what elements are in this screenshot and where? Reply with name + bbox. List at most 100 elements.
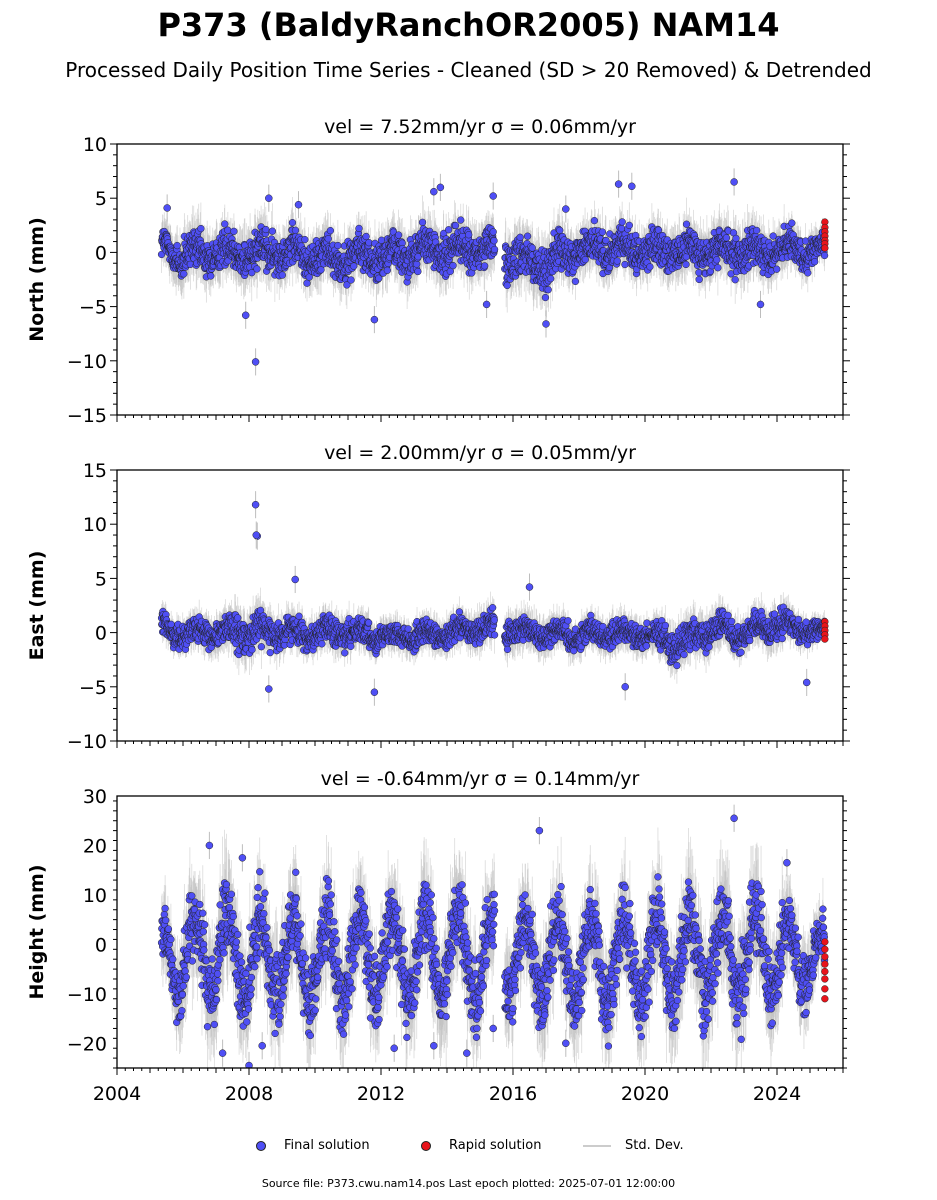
final-point (301, 235, 309, 244)
north-data (157, 168, 829, 376)
final-point (528, 244, 536, 252)
north-panel: −15 −10 −5 0 5 10 vel = 7.52mm/yr σ = 0.06mm/y… (26, 116, 850, 427)
final-point-outlier (265, 194, 273, 202)
final-point (248, 269, 256, 277)
final-point (347, 276, 355, 284)
final-point (556, 226, 564, 235)
final-point (303, 279, 311, 287)
figure-subtitle: Processed Daily Position Time Series - C… (65, 58, 872, 82)
final-point (598, 228, 607, 236)
final-point (481, 262, 489, 270)
final-point (288, 218, 297, 227)
final-point (180, 270, 188, 278)
final-point-outlier (294, 200, 303, 209)
final-point (753, 226, 761, 235)
final-point (230, 227, 238, 235)
final-point (773, 265, 781, 273)
final-point-outlier (370, 315, 379, 324)
final-point (355, 224, 363, 233)
final-point-outlier (562, 205, 570, 213)
final-point (646, 263, 654, 271)
final-point (262, 225, 270, 234)
final-point (544, 286, 552, 294)
final-point (571, 277, 580, 286)
y-tick-label: −5 (79, 297, 107, 319)
east-data (157, 491, 829, 706)
final-point-outlier (163, 204, 171, 212)
final-point-outlier (756, 300, 765, 309)
final-point-outlier (482, 300, 491, 309)
final-point (490, 237, 498, 245)
y-tick-label: −15 (67, 405, 107, 427)
final-point (820, 251, 829, 260)
final-point (682, 220, 691, 228)
final-point (547, 275, 555, 283)
north-panel-title: vel = 7.52mm/yr σ = 0.06mm/yr (324, 116, 636, 138)
final-point-outlier (542, 320, 550, 328)
final-point (365, 239, 373, 247)
final-point (324, 235, 332, 243)
final-point (268, 227, 277, 235)
final-point (503, 281, 511, 290)
final-point (291, 226, 300, 234)
final-point (418, 218, 427, 226)
final-point-outlier (614, 180, 623, 188)
final-point (695, 275, 703, 284)
final-point (788, 219, 796, 227)
final-point (305, 273, 313, 281)
final-point-outlier (628, 182, 636, 191)
final-point (804, 269, 812, 277)
final-point-outlier (436, 183, 445, 192)
final-point-outlier (430, 187, 438, 196)
final-point (317, 266, 325, 274)
final-point (362, 232, 370, 241)
final-point (811, 258, 819, 266)
final-point (621, 260, 629, 269)
final-point (173, 241, 181, 250)
rapid-point (821, 244, 829, 252)
final-point (221, 220, 229, 228)
final-point (383, 266, 391, 274)
north-y-label: North (mm) (26, 217, 48, 342)
final-point (722, 234, 731, 242)
final-point (343, 281, 351, 289)
final-point-outlier (489, 192, 497, 200)
final-point (350, 262, 358, 270)
final-point (414, 267, 422, 276)
final-point (682, 253, 690, 261)
final-point (523, 232, 532, 240)
final-point (451, 221, 460, 230)
final-point (769, 232, 777, 240)
final-point (714, 264, 722, 272)
final-point (224, 226, 232, 234)
final-point-outlier (241, 311, 250, 320)
final-point (490, 245, 499, 254)
final-point (334, 241, 342, 250)
final-point (590, 216, 599, 225)
y-tick-label: 5 (95, 188, 107, 210)
final-point (375, 274, 383, 282)
final-point (413, 260, 421, 268)
final-point (732, 234, 740, 243)
final-point (197, 224, 205, 233)
final-point (618, 218, 626, 226)
y-tick-label: 10 (83, 134, 107, 156)
final-point (207, 272, 215, 280)
y-tick-label: 0 (95, 242, 107, 264)
final-point (541, 293, 550, 302)
final-point (695, 269, 703, 277)
final-point-outlier (251, 358, 260, 366)
final-point (602, 236, 610, 245)
final-point (449, 261, 457, 270)
final-point (253, 265, 261, 273)
final-point (613, 257, 621, 265)
y-tick-label: −10 (67, 351, 107, 373)
final-point (682, 260, 690, 269)
final-point (713, 256, 721, 264)
final-point (465, 231, 473, 239)
final-point (394, 231, 403, 239)
final-point (489, 228, 497, 236)
final-point-outlier (730, 178, 738, 186)
